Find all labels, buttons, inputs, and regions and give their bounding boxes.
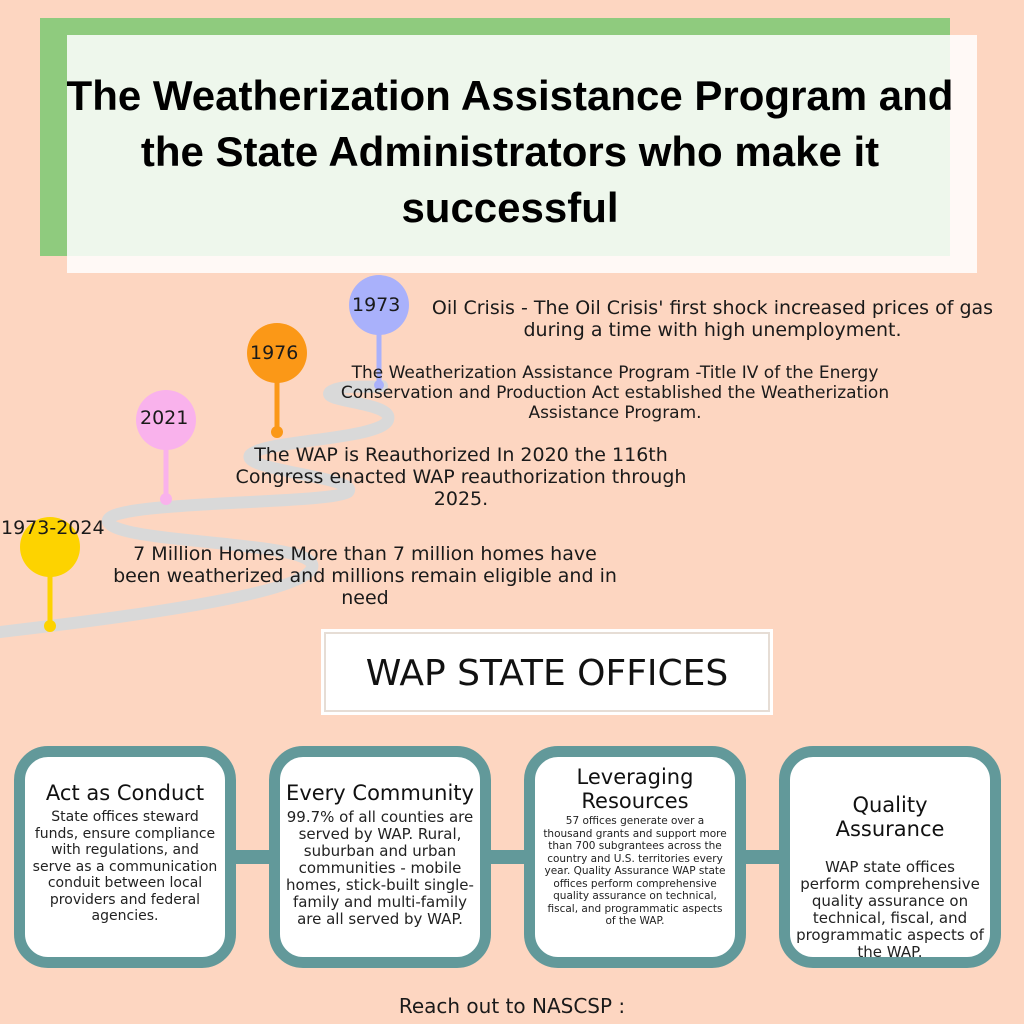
card-connector	[740, 850, 790, 864]
card-title: Act as Conduct	[45, 781, 205, 805]
card-body: 99.7% of all counties are served by WAP.…	[286, 808, 474, 928]
pin-1973	[349, 275, 409, 390]
card-title: Quality Assurance	[835, 793, 945, 841]
title-panel	[67, 35, 977, 273]
year-label: 2021	[140, 407, 189, 429]
road-path	[0, 380, 395, 638]
card-every-community: Every Community 99.7% of all counties ar…	[269, 746, 491, 968]
year-label: 1976	[250, 342, 299, 364]
card-connector	[230, 850, 280, 864]
timeline-road	[0, 275, 409, 638]
card-title: Leveraging Resources	[576, 765, 694, 813]
card-connector	[485, 850, 535, 864]
year-label: 1973-2024	[1, 517, 105, 539]
card-quality-assurance: Quality Assurance WAP state offices perf…	[779, 746, 1001, 968]
timeline-text: The WAP is Reauthorized In 2020 the 116t…	[235, 444, 687, 510]
timeline-text: Oil Crisis - The Oil Crisis' first shock…	[431, 297, 994, 341]
pin-1976	[247, 323, 307, 438]
card-body: WAP state offices perform comprehensive …	[796, 858, 984, 961]
timeline-text: 7 Million Homes More than 7 million home…	[113, 543, 617, 609]
footer-contact: Reach out to NASCSP :	[398, 994, 626, 1018]
offices-heading: WAP STATE OFFICES	[324, 632, 770, 712]
page-title: The Weatherization Assistance Program an…	[66, 72, 954, 231]
pin-1973-2024	[20, 517, 80, 632]
timeline-text: The Weatherization Assistance Program -T…	[340, 363, 890, 423]
pin-2021	[136, 390, 196, 505]
card-body: State offices steward funds, ensure comp…	[32, 809, 218, 924]
card-leveraging-resources: Leveraging Resources 57 offices generate…	[524, 746, 746, 968]
card-title: Every Community	[286, 781, 474, 805]
year-label: 1973	[352, 294, 401, 316]
card-act-as-conduct: Act as Conduct State offices steward fun…	[14, 746, 236, 968]
card-body: 57 offices generate over a thousand gran…	[543, 815, 727, 927]
